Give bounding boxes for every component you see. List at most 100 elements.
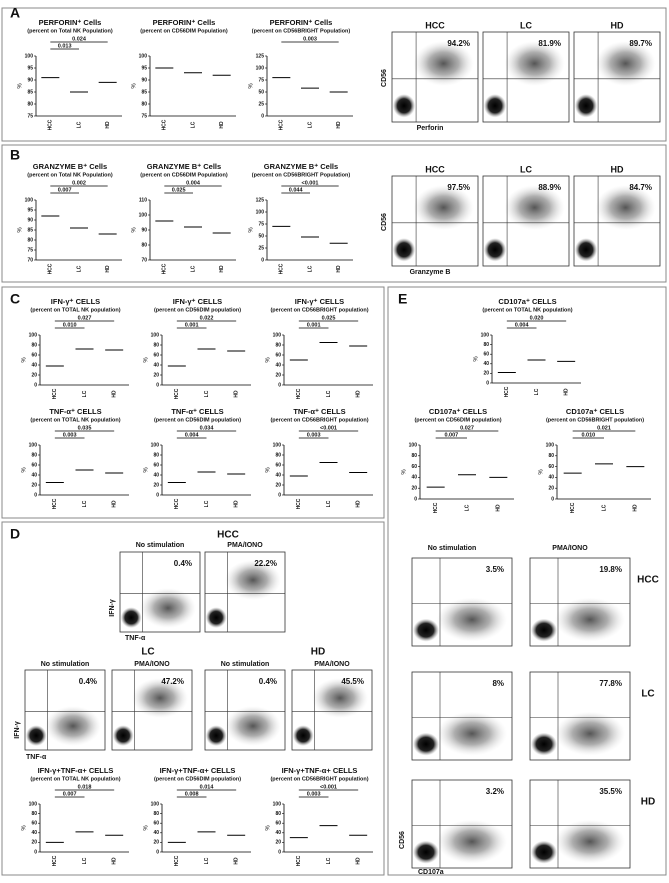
y-tick-label: 80	[153, 342, 159, 348]
y-tick-label: 100	[273, 332, 282, 338]
y-tick-label: 125	[256, 197, 265, 203]
plot-title: CD107a⁺ CELLS	[566, 407, 624, 416]
y-tick-label: 40	[548, 475, 554, 481]
plot-subtitle: (percent on TOTAL NK population)	[30, 307, 120, 313]
y-tick-label: 20	[153, 482, 159, 488]
x-tick-label: HCC	[279, 119, 285, 130]
plot-subtitle: (percent on CD56DIM population)	[154, 417, 241, 423]
p-value: 0.004	[185, 432, 200, 438]
p-value: 0.010	[581, 432, 595, 438]
plot-title: GRANZYME B⁺ Cells	[33, 162, 107, 171]
y-axis-label: %	[18, 227, 24, 233]
flow-group-title: HD	[641, 797, 655, 808]
gate-percent: 19.8%	[599, 565, 622, 574]
p-value: 0.003	[63, 432, 77, 438]
flow-y-label: CD56	[381, 213, 388, 231]
y-tick-label: 0	[261, 257, 264, 263]
plot-title: IFN-γ+TNF-α+ CELLS	[160, 766, 236, 775]
x-tick-label: HCC	[52, 855, 58, 866]
x-tick-label: LC	[204, 390, 210, 397]
y-tick-label: 100	[256, 209, 265, 215]
y-tick-label: 60	[548, 464, 554, 470]
y-tick-label: 70	[141, 257, 147, 263]
cell-cloud	[225, 560, 281, 600]
y-tick-label: 60	[31, 462, 37, 468]
y-tick-label: 100	[151, 332, 160, 338]
plot-title: TNF-α⁺ CELLS	[293, 407, 345, 416]
plot-title: IFN-γ⁺ CELLS	[51, 297, 100, 306]
y-tick-label: 80	[141, 242, 147, 248]
condition-title: PMA/IONO	[552, 545, 588, 552]
cell-cloud	[555, 711, 625, 756]
cell-dense	[392, 94, 416, 118]
y-tick-label: 50	[258, 233, 264, 239]
flow-y-label: CD56	[381, 69, 388, 87]
x-tick-label: LC	[326, 500, 332, 507]
y-tick-label: 80	[153, 811, 159, 817]
y-tick-label: 80	[275, 452, 281, 458]
cell-cloud	[555, 597, 625, 642]
p-value: 0.004	[515, 322, 530, 328]
gate-percent: 0.4%	[259, 677, 277, 686]
y-tick-label: 60	[275, 821, 281, 827]
cell-dense	[392, 238, 416, 262]
x-tick-label: HD	[219, 265, 225, 273]
p-value: 0.007	[444, 432, 458, 438]
flow-x-label: Granzyme B	[410, 269, 451, 276]
x-tick-label: HCC	[296, 855, 302, 866]
y-tick-label: 20	[275, 482, 281, 488]
p-value: 0.034	[200, 425, 215, 431]
x-tick-label: HD	[563, 388, 569, 396]
y-tick-label: 100	[409, 442, 418, 448]
y-tick-label: 60	[275, 462, 281, 468]
y-tick-label: 60	[31, 821, 37, 827]
x-tick-label: HD	[219, 121, 225, 129]
x-tick-label: HD	[355, 500, 361, 508]
y-tick-label: 100	[273, 801, 282, 807]
cell-cloud	[595, 185, 656, 230]
panel-label: E	[398, 291, 407, 307]
y-tick-label: 90	[141, 227, 147, 233]
x-tick-label: LC	[76, 121, 82, 128]
x-tick-label: HCC	[570, 502, 576, 513]
y-tick-label: 40	[411, 475, 417, 481]
plot-subtitle: (percent on CD56BRIGHT population)	[270, 776, 368, 782]
y-tick-label: 20	[548, 486, 554, 492]
flow-group-title: HCC	[217, 530, 239, 541]
panel-label: A	[10, 5, 20, 21]
y-axis-label: %	[144, 825, 150, 831]
p-value: 0.010	[63, 322, 77, 328]
cell-cloud	[140, 588, 196, 628]
y-tick-label: 85	[27, 227, 33, 233]
cell-dense	[413, 732, 439, 756]
y-tick-label: 25	[258, 101, 264, 107]
y-tick-label: 20	[31, 482, 37, 488]
p-value: <0.001	[320, 425, 337, 431]
plot-title: PERFORIN⁺ Cells	[39, 18, 102, 27]
p-value: 0.007	[63, 791, 77, 797]
cell-cloud	[45, 706, 101, 746]
y-tick-label: 75	[141, 113, 147, 119]
cell-cloud	[132, 678, 188, 718]
y-tick-label: 90	[141, 77, 147, 83]
y-tick-label: 100	[151, 442, 160, 448]
flow-title: HD	[611, 164, 624, 174]
y-tick-label: 40	[275, 362, 281, 368]
y-tick-label: 0	[34, 492, 37, 498]
p-value: 0.013	[58, 43, 72, 49]
y-tick-label: 40	[275, 830, 281, 836]
p-value: 0.004	[186, 180, 201, 186]
y-tick-label: 100	[29, 332, 38, 338]
x-tick-label: LC	[204, 500, 210, 507]
y-tick-label: 110	[139, 197, 147, 203]
panel-b-border	[1, 144, 667, 283]
y-axis-label: %	[266, 467, 272, 473]
p-value: 0.027	[78, 315, 92, 321]
plot-title: TNF-α⁺ CELLS	[171, 407, 223, 416]
y-tick-label: 0	[156, 382, 159, 388]
flow-x-label: CD107a	[418, 869, 444, 876]
plot-title: CD107a⁺ CELLS	[498, 297, 556, 306]
p-value: 0.001	[307, 322, 321, 328]
p-value: 0.018	[78, 784, 92, 790]
plot-title: GRANZYME B⁺ Cells	[147, 162, 221, 171]
